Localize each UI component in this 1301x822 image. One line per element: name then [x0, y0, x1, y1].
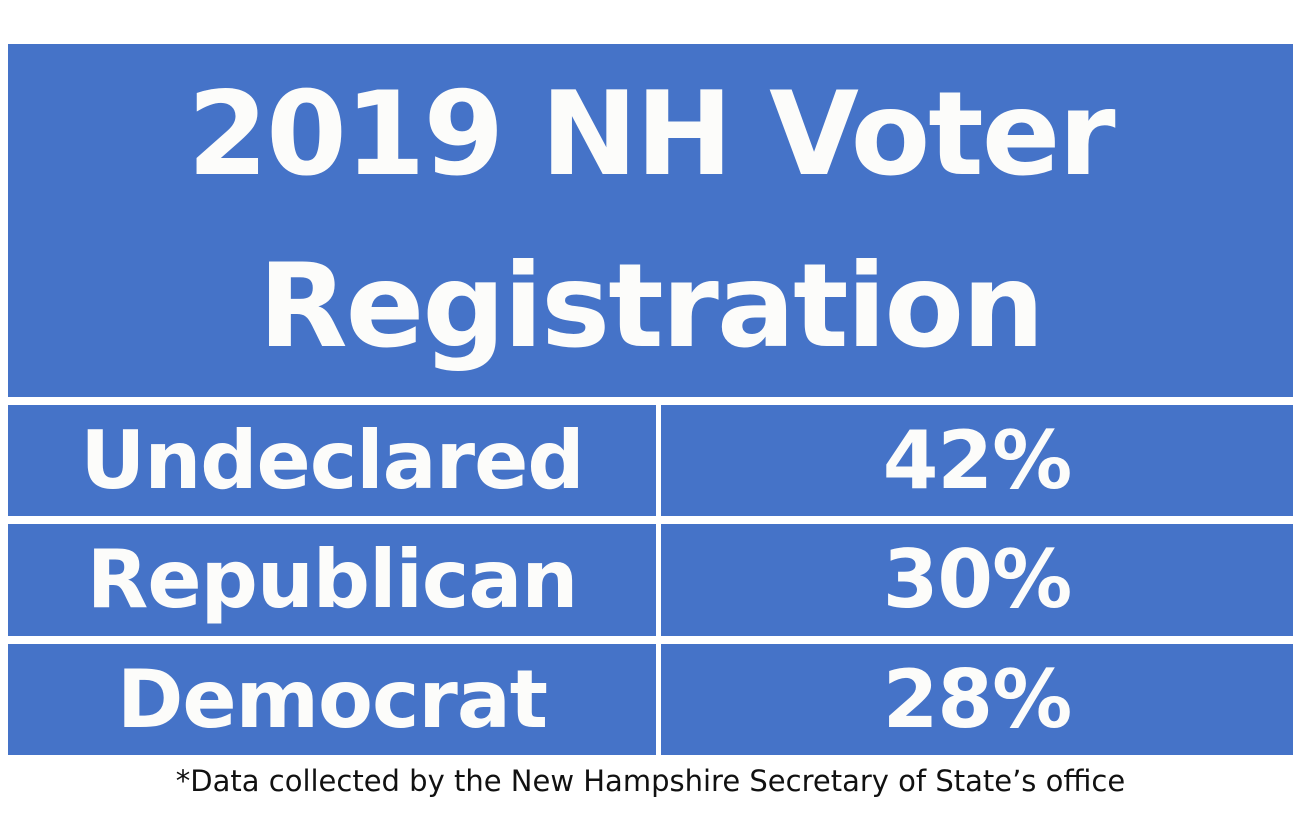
table-row: Democrat 28% — [8, 643, 1293, 755]
table-title: 2019 NH Voter Registration — [8, 44, 1293, 397]
voter-registration-table: 2019 NH Voter Registration Undeclared 42… — [8, 44, 1293, 755]
table-row: Undeclared 42% — [8, 405, 1293, 517]
table-title-line2: Registration — [258, 238, 1044, 374]
row-value-undeclared: 42% — [661, 405, 1293, 517]
table-title-line1: 2019 NH Voter — [187, 66, 1115, 202]
footnote: *Data collected by the New Hampshire Sec… — [175, 764, 1126, 798]
row-value-republican: 30% — [661, 524, 1293, 636]
row-label-undeclared: Undeclared — [8, 405, 656, 517]
table-row: Republican 30% — [8, 524, 1293, 636]
row-label-republican: Republican — [8, 524, 656, 636]
row-value-democrat: 28% — [661, 643, 1293, 755]
row-label-democrat: Democrat — [8, 643, 656, 755]
